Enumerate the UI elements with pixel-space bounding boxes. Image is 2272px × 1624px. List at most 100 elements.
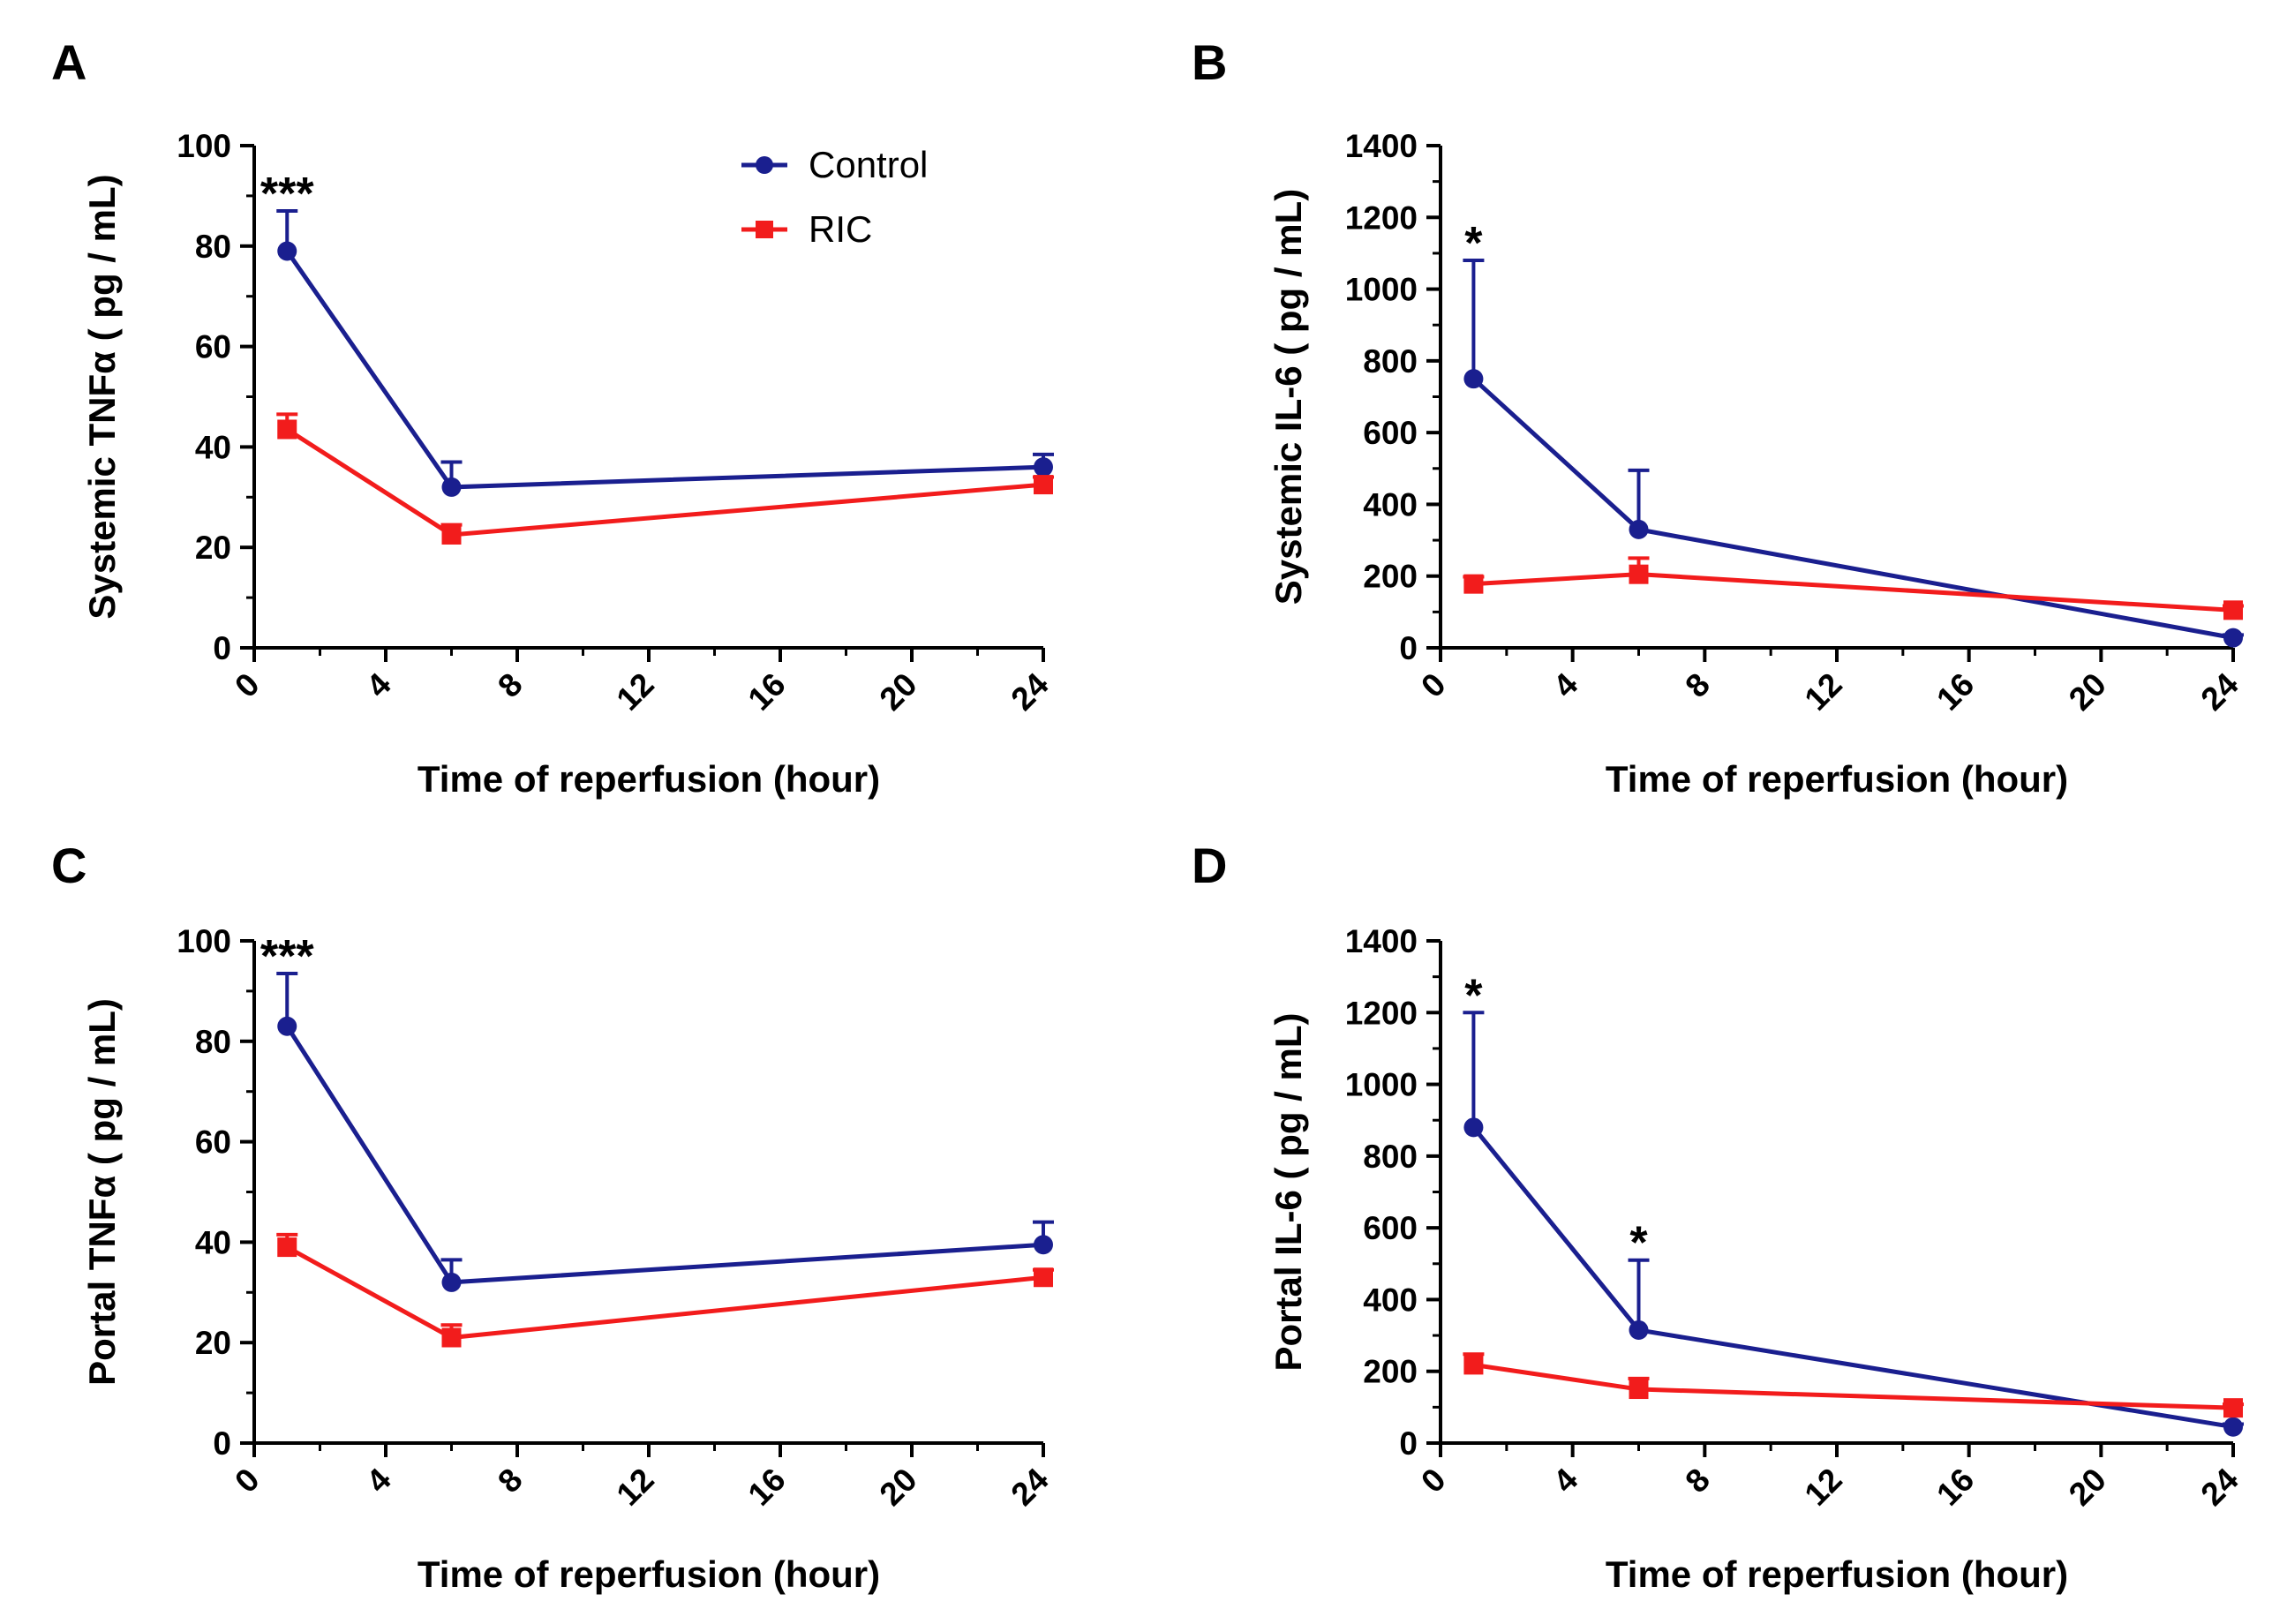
x-tick-label: 8 [1678,666,1717,705]
y-tick-label: 800 [1363,343,1418,380]
x-tick-label: 0 [1414,666,1453,705]
x-tick-label: 4 [359,665,398,704]
line-control [285,1025,1044,1285]
x-tick-label: 12 [1798,666,1849,718]
y-tick-label: 1200 [1345,995,1418,1031]
point-control [2223,1417,2243,1437]
y-tick-label: 200 [1363,1354,1418,1390]
y-tick-label: 400 [1363,486,1418,523]
point-control [441,477,462,497]
y-axis-title: Systemic IL-6 ( pg / mL) [1268,189,1309,605]
x-tick-label: 12 [610,666,661,718]
y-tick-label: 600 [1363,415,1418,451]
x-tick-label: 24 [1004,665,1056,717]
x-tick-label: 24 [1004,1461,1056,1512]
point-control [1629,1320,1649,1340]
line-ric [1473,572,2234,613]
x-tick-label: 8 [491,1462,530,1500]
panel-label: B [1192,34,1227,90]
point-ric [277,419,297,440]
y-axis-title: Portal IL-6 ( pg / mL) [1268,1013,1309,1372]
y-tick-label: 80 [195,1024,231,1060]
x-tick-label: 8 [491,666,530,705]
y-tick-label: 80 [195,229,231,265]
y-axis-title: Portal TNFα ( pg / mL) [81,998,123,1386]
y-tick-label: 0 [213,630,231,666]
point-control [1463,369,1484,389]
x-tick-label: 24 [2194,1461,2246,1512]
y-tick-label: 1200 [1345,199,1418,236]
point-control [277,1016,297,1036]
x-tick-label: 20 [2062,666,2113,718]
line-ric [1473,1362,2234,1410]
y-tick-label: 400 [1363,1282,1418,1318]
point-ric [441,1327,462,1348]
y-tick-label: 60 [195,1124,231,1161]
x-tick-label: 24 [2194,665,2246,717]
point-control [1463,1117,1484,1138]
point-ric [1034,475,1053,495]
significance-marker: * [1464,970,1483,1021]
y-tick-label: 1000 [1345,1067,1418,1103]
point-ric [1629,1380,1649,1400]
y-tick-label: 0 [213,1425,231,1462]
point-control [441,1272,462,1292]
point-ric [1463,1355,1484,1375]
legend-label-ric: RIC [809,208,872,250]
chart-panel-d: D 0 200 400 600 800 1000 1200 1400 0 4 8 12 16 20 24 Tim… [1192,838,2246,1595]
y-tick-label: 0 [1399,1425,1418,1462]
x-tick-label: 8 [1678,1462,1717,1500]
x-tick-label: 20 [2062,1462,2113,1513]
x-tick-label: 16 [1930,666,1981,718]
point-ric [1629,564,1649,584]
x-tick-label: 20 [873,1462,924,1513]
x-tick-label: 16 [741,1462,793,1513]
point-ric [277,1237,297,1258]
x-tick-label: 0 [228,666,267,705]
y-tick-label: 20 [195,1325,231,1361]
y-axis-title: Systemic TNFα ( pg / mL) [81,174,123,619]
y-tick-label: 800 [1363,1139,1418,1175]
series-ric [276,1232,1054,1348]
legend-marker-ric [756,221,773,238]
chart-panel-a: A 0 20 40 60 80 100 0 4 8 12 16 20 24 Time of reperfus… [51,34,1056,800]
x-tick-label: 0 [1414,1462,1453,1500]
x-tick-label: 4 [359,1461,398,1500]
y-tick-label: 0 [1399,630,1418,666]
y-tick-label: 40 [195,1224,231,1260]
point-control [1034,457,1053,477]
x-tick-label: 16 [1930,1462,1981,1513]
panel-label: C [51,838,87,893]
x-tick-label: 12 [610,1462,661,1513]
line-ric [286,1244,1044,1341]
y-tick-label: 1000 [1345,272,1418,308]
y-tick-label: 600 [1363,1210,1418,1246]
series-ric [1463,556,2244,620]
significance-marker: * [1464,218,1483,269]
point-ric [2223,600,2243,620]
x-tick-label: 12 [1798,1462,1849,1513]
chart-panel-c: C 0 20 40 60 80 100 0 4 8 12 16 20 24 Time of reperfus… [51,838,1056,1595]
series-control [276,208,1054,497]
x-axis-title: Time of reperfusion (hour) [1606,1553,2068,1595]
point-ric [441,524,462,545]
x-tick-label: 4 [1546,665,1585,704]
y-tick-label: 200 [1363,559,1418,595]
point-control [277,241,297,261]
point-control [1629,519,1649,539]
panel-label: D [1192,838,1227,893]
y-tick-label: 1400 [1345,128,1418,164]
x-tick-label: 0 [228,1462,267,1500]
x-axis-title: Time of reperfusion (hour) [418,758,880,800]
line-control [1471,377,2234,641]
chart-panel-b: B 0 200 400 600 800 1000 1200 1400 0 4 8 12 16 20 24 Tim… [1192,34,2246,800]
legend-marker-control [756,156,773,174]
point-ric [1463,574,1484,594]
series-ric [1463,1352,2244,1418]
x-tick-label: 4 [1546,1461,1585,1500]
series-ric [276,412,1054,545]
series-control [1463,259,2244,648]
legend: Control RIC [741,144,928,250]
y-tick-label: 100 [177,923,231,959]
